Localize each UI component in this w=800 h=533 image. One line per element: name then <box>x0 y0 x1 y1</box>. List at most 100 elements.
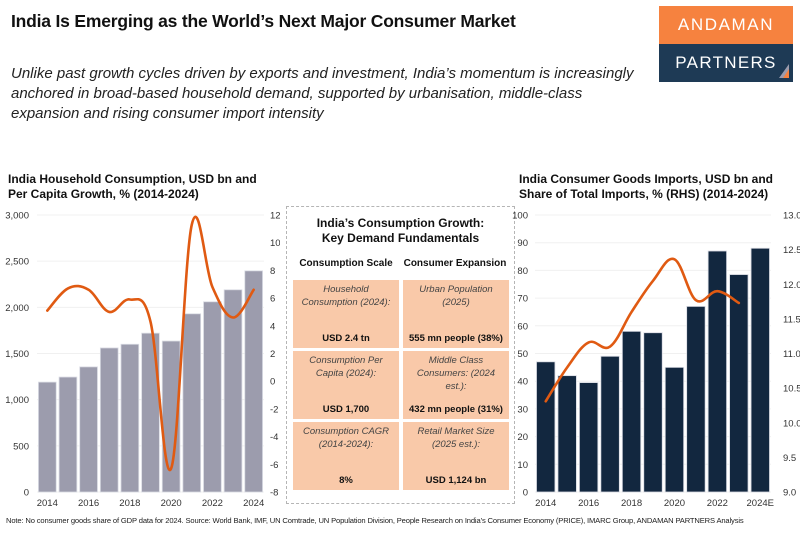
bar <box>664 366 685 493</box>
bar <box>750 247 770 493</box>
y-tick-label: 1,500 <box>5 349 29 360</box>
y2-tick-label: 12.0 <box>783 280 800 291</box>
cell-label: Middle Class Consumers: (2024 est.): <box>416 355 496 392</box>
bar <box>244 270 263 493</box>
y-tick-label: 50 <box>517 349 528 360</box>
cell-value: 555 mn people (38%) <box>409 333 503 344</box>
bar <box>141 332 160 493</box>
bar <box>79 366 98 493</box>
bar <box>600 355 620 493</box>
col-head-consumption-scale: Consumption Scale <box>299 258 393 269</box>
right-chart-title: India Consumer Goods Imports, USD bn and… <box>519 172 774 201</box>
bar <box>579 382 599 493</box>
logo-line2: PARTNERS <box>675 53 777 72</box>
x-tick-label: 2018 <box>621 498 642 509</box>
x-tick-label: 2020 <box>161 498 182 509</box>
cell-value: USD 2.4 tn <box>322 333 370 344</box>
page-subtitle: Unlike past growth cycles driven by expo… <box>11 65 634 122</box>
x-tick-label: 2024 <box>243 498 264 509</box>
y-tick-label: 60 <box>517 321 528 332</box>
panel-title-line1: India’s Consumption Growth: <box>316 216 485 230</box>
x-tick-label: 2014 <box>535 498 556 509</box>
bar <box>707 250 727 493</box>
y2-tick-label: 10.0 <box>783 418 800 429</box>
y-tick-label: 20 <box>517 432 528 443</box>
y-tick-label: 500 <box>13 441 29 452</box>
cell-value: 432 mn people (31%) <box>409 404 503 415</box>
y2-tick-label: -8 <box>270 488 278 499</box>
y2-tick-label: 11.0 <box>783 349 800 360</box>
x-tick-label: 2020 <box>664 498 685 509</box>
y2-tick-label: 2 <box>270 349 275 360</box>
y-tick-label: 2,000 <box>5 303 29 314</box>
fundamentals-grid: Household Consumption (2024): USD 2.4 tn … <box>293 280 509 490</box>
y2-tick-label: 11.5 <box>783 314 800 325</box>
y-tick-label: 0 <box>24 488 29 499</box>
y2-tick-label: 10.5 <box>783 384 800 395</box>
x-tick-label: 2022 <box>707 498 728 509</box>
bar <box>38 381 57 493</box>
y2-tick-label: -2 <box>270 404 278 415</box>
andaman-partners-logo: ANDAMAN PARTNERS <box>659 6 793 82</box>
y2-tick-label: 13.0 <box>783 211 800 222</box>
fundamental-cell: Retail Market Size (2025 est.): USD 1,124… <box>403 422 509 490</box>
y-tick-label: 2,500 <box>5 257 29 268</box>
y-tick-label: 40 <box>517 377 528 388</box>
household-consumption-chart: 0 500 1,000 1,500 2,000 2,500 3,000 -8 -6 -4 -2 0 2 4… <box>5 211 280 510</box>
cell-value: USD 1,700 <box>322 404 370 415</box>
fundamental-cell: Consumption CAGR (2014-2024): 8% <box>293 422 399 490</box>
y2-tick-label: 8 <box>270 266 275 277</box>
col-head-consumer-expansion: Consumer Expansion <box>403 258 507 269</box>
fundamental-cell: Consumption Per Capita (2024): USD 1,700 <box>293 351 399 419</box>
fundamental-cell: Urban Population (2025) 555 mn people (38… <box>403 280 509 348</box>
y2-tick-label: 0 <box>270 377 275 388</box>
y-tick-label: 3,000 <box>5 211 29 222</box>
x-tick-label: 2022 <box>202 498 223 509</box>
panel-title-line2: Key Demand Fundamentals <box>321 231 480 245</box>
bar <box>621 330 642 493</box>
y-tick-label: 1,000 <box>5 395 29 406</box>
x-tick-label: 2014 <box>37 498 58 509</box>
cell-value: 8% <box>339 475 353 486</box>
y2-tick-label: 12.5 <box>783 245 800 256</box>
y-tick-label: 30 <box>517 404 528 415</box>
left-chart-title: India Household Consumption, USD bn and … <box>8 172 257 201</box>
y2-tick-label: -4 <box>270 432 278 443</box>
cell-value: USD 1,124 bn <box>425 475 487 486</box>
logo-triangle-icon <box>779 64 789 78</box>
bar <box>223 289 243 493</box>
y-tick-label: 0 <box>523 488 528 499</box>
cell-label: Household Consumption (2024): <box>301 284 391 308</box>
cell-label: Urban Population (2025) <box>419 284 493 308</box>
y2-tick-label: 9.0 <box>783 488 796 499</box>
y2-tick-label: 12 <box>270 211 280 222</box>
bar <box>203 301 222 493</box>
y-tick-label: 80 <box>517 266 528 277</box>
y-tick-label: 100 <box>512 211 528 222</box>
cell-label: Retail Market Size (2025 est.): <box>417 426 495 450</box>
bar <box>120 343 140 493</box>
bar <box>536 361 556 493</box>
x-tick-label: 2016 <box>78 498 99 509</box>
y2-tick-label: 9.5 <box>783 453 796 464</box>
bar <box>686 306 706 493</box>
page-title: India Is Emerging as the World’s Next Ma… <box>11 11 516 31</box>
consumer-goods-imports-chart: 0 10 20 30 40 50 60 70 80 90 100 9.0 9.5 10.0 10.5 11.0… <box>512 211 800 510</box>
line-series <box>544 257 741 403</box>
y2-tick-label: -6 <box>270 460 278 471</box>
key-demand-fundamentals-panel: India’s Consumption Growth: Key Demand F… <box>286 206 515 504</box>
bar <box>643 332 663 493</box>
bar <box>99 347 119 493</box>
fundamental-cell: Middle Class Consumers: (2024 est.): 432 … <box>403 351 509 419</box>
y2-tick-label: 4 <box>270 321 275 332</box>
cell-label: Consumption CAGR (2014-2024): <box>302 426 390 450</box>
x-tick-label: 2018 <box>119 498 140 509</box>
fundamental-cell: Household Consumption (2024): USD 2.4 tn <box>293 280 399 348</box>
y-tick-label: 10 <box>517 460 528 471</box>
y-tick-label: 70 <box>517 294 528 305</box>
logo-line1: ANDAMAN <box>659 6 793 44</box>
bar <box>182 313 202 493</box>
panel-title: India’s Consumption Growth: Key Demand F… <box>287 216 514 246</box>
bar <box>557 375 577 493</box>
footnote: Note: No consumer goods share of GDP dat… <box>6 516 744 525</box>
